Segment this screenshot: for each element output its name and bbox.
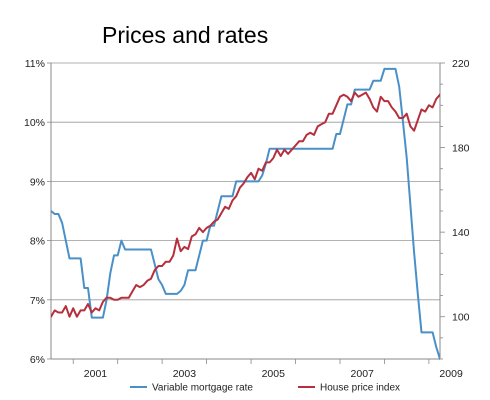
legend: Variable mortgage rate House price index	[130, 383, 400, 394]
x-tick-label: 2003	[173, 368, 197, 380]
x-tick-label: 2005	[262, 368, 286, 380]
left-tick-label: 8%	[30, 236, 45, 248]
series-lines	[51, 67, 440, 360]
chart-title: Prices and rates	[102, 22, 268, 48]
left-tick-label: 10%	[24, 117, 45, 129]
left-tick-label: 11%	[25, 58, 45, 70]
x-tick-label: 2001	[84, 368, 108, 380]
left-tick-label: 9%	[30, 176, 45, 188]
left-tick-label: 7%	[30, 295, 45, 307]
x-tick-label: 2009	[439, 368, 463, 380]
left-tick-label: 6%	[30, 354, 45, 366]
x-axis-labels: 2001 2003 2005 2007 2009	[84, 368, 463, 380]
house-price-index-line	[51, 91, 440, 318]
legend-mortgage-rate-label: Variable mortgage rate	[152, 383, 253, 394]
left-axis-labels: 6% 7% 8% 9% 10% 11%	[24, 58, 45, 366]
right-tick-label: 140	[452, 227, 470, 239]
x-tick-label: 2007	[351, 368, 375, 380]
legend-house-price-label: House price index	[320, 383, 400, 394]
axes	[47, 62, 445, 364]
right-tick-label: 100	[452, 312, 470, 324]
variable-mortgage-rate-line	[51, 67, 440, 360]
right-tick-label: 220	[452, 58, 470, 70]
right-axis-labels: 100 140 180 220	[452, 58, 470, 324]
right-tick-label: 180	[452, 143, 470, 155]
